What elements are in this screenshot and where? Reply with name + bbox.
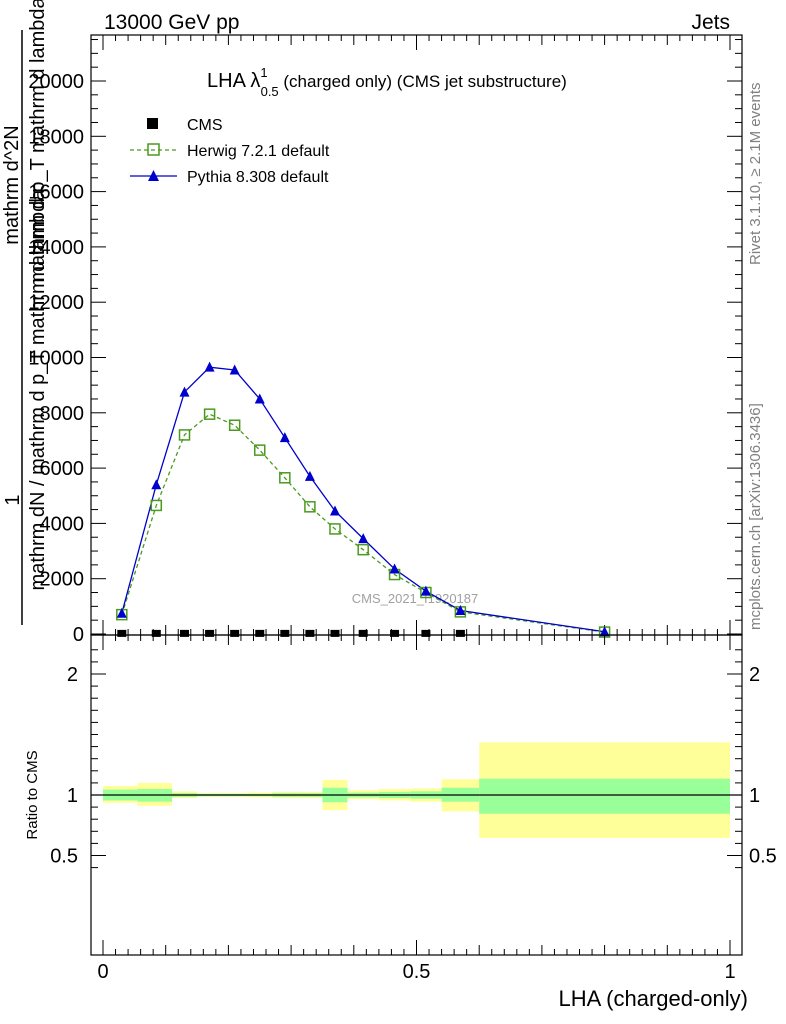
legend-pythia-label: Pythia 8.308 default [187,169,329,186]
y-label-line-four: mathrm d p_T mathrm d lambda [27,0,49,283]
cms-point [390,629,400,637]
xtick-label: 0 [97,961,108,983]
herwig-point [357,543,369,556]
pythia-point [116,607,127,618]
cms-point [205,629,215,637]
xtick-label: 0.5 [403,961,431,983]
ratio-ytick-label-left: 1 [67,785,78,807]
energy-label: 13000 GeV pp [104,11,239,34]
ratio-ytick-label-left: 0.5 [50,846,78,868]
plot-title-sub: 0.5 [261,84,279,99]
legend-herwig-marker [147,143,160,156]
plot-title: LHA λ1 0.5 (charged only) (CMS jet substr… [207,65,567,99]
pythia-point [179,386,190,397]
pythia-point [254,393,265,404]
legend-cms-label: CMS [187,117,223,134]
herwig-point [329,523,341,535]
cms-point [421,629,431,637]
main-panel: 0 2000 4000 6000 8000 10000 12000 14000 16000 180… [1,0,743,646]
mcplots-label: mcplots.cern.ch [arXiv:1306.3436] [747,403,764,630]
herwig-point [304,501,316,513]
main-ytick-label: 10000 [28,348,84,370]
main-ytick-label: 12000 [28,292,84,314]
cms-point [280,629,290,637]
herwig-point [178,429,191,441]
pythia-point [389,563,400,574]
ratio-ytick-label-right: 0.5 [749,846,777,868]
pythia-point [304,470,315,481]
pythia-point [599,626,610,637]
ratio-ytick-label-right: 2 [749,664,760,686]
main-ytick-label: 2000 [40,569,85,591]
ratio-band-inner [479,778,730,814]
legend: CMS Herwig 7.2.1 default Pythia 8.308 de… [130,117,330,186]
ratio-y-axis-label: Ratio to CMS [24,750,41,839]
cms-point [358,629,368,637]
ratio-ytick-label-left: 2 [67,664,78,686]
herwig-point [150,499,163,512]
cms-point [151,629,161,637]
main-ytick-label: 6000 [40,458,85,480]
cms-point [117,629,127,637]
pythia-point [151,479,162,490]
pythia-point [229,364,240,375]
cms-point [455,629,465,637]
main-ytick-label: 20000 [28,71,84,93]
cms-point [255,629,265,637]
rivet-label: Rivet 3.1.10, ≥ 2.1M events [747,83,764,266]
main-ytick-label: 0 [73,624,84,646]
legend-cms-marker [147,118,158,129]
herwig-point [254,444,266,456]
series-layer [116,361,611,638]
legend-herwig-label: Herwig 7.2.1 default [187,143,330,160]
pythia-point [329,505,340,516]
main-ytick-label: 14000 [28,237,84,259]
pythia-point [420,585,431,596]
ratio-y-ticks: 0.5 0.5 1 1 2 2 [50,649,777,869]
pythia-point [204,361,215,372]
y-label-line-one: 1 [2,494,24,505]
main-ytick-label: 18000 [28,126,84,148]
pythia-point [358,533,369,544]
y-label-line-two: mathrm dN / mathrm d p_T mathrm d lambda [27,189,49,591]
cms-point [230,629,240,637]
ratio-x-ticks: 0 0.5 1 [97,635,736,983]
pythia-point [455,604,466,615]
x-axis-label: LHA (charged-only) [558,986,748,1011]
cms-point [180,629,190,637]
ratio-bands [103,742,730,838]
cms-point [305,629,315,637]
herwig-point [203,408,216,420]
ratio-ytick-label-right: 1 [749,785,760,807]
plot-title-main: LHA λ [207,70,260,92]
plot-title-sup: 1 [260,65,267,80]
ratio-panel: 0.5 0.51 12 2 0 0.5 1 Ratio to CMS [24,634,777,983]
plot-title-rest: (charged only) (CMS jet substructure) [279,72,567,91]
y-label-line-three: mathrm d^2N [1,125,23,244]
main-ytick-label: 4000 [40,513,85,535]
pythia-point [279,432,290,443]
category-label: Jets [691,11,730,34]
xtick-label: 1 [724,961,735,983]
main-y-axis-label: 1 mathrm dN / mathrm d p_T mathrm d lamb… [1,0,49,625]
cms-point [330,629,340,637]
main-ytick-label: 8000 [40,403,85,425]
main-minor-ticks [91,39,742,621]
main-y-ticks: 0 2000 4000 6000 8000 10000 12000 14000 16000 180… [28,71,742,646]
analysis-watermark: CMS_2021_I1920187 [352,591,479,606]
herwig-point [228,419,241,431]
main-ytick-label: 16000 [28,182,84,204]
herwig-point [279,472,291,484]
legend-pythia-marker [148,170,159,181]
